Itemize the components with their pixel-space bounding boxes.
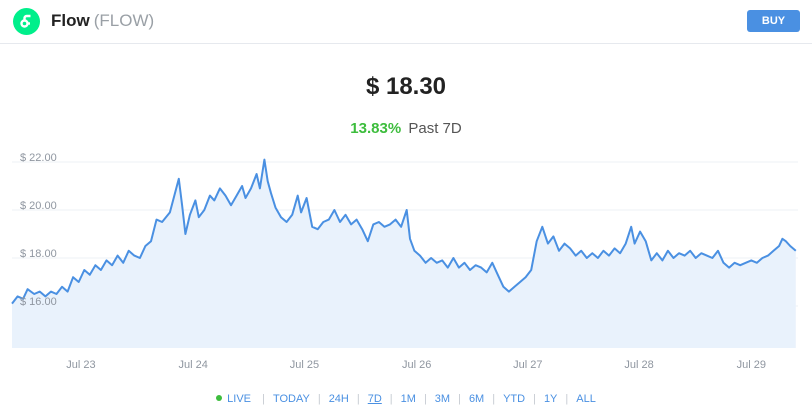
x-axis: Jul 23 Jul 24 Jul 25 Jul 26 Jul 27 Jul 28 Jul … [66,359,766,371]
range-separator: | [356,393,360,405]
range-separator: | [533,393,536,405]
change-period: Past 7D [408,120,462,137]
y-axis: $ 16.00 $ 18.00 $ 20.00 $ 22.00 [20,152,57,308]
coin-title: Flow (FLOW) [51,11,154,31]
range-all[interactable]: ALL [576,393,596,405]
x-tick-label: Jul 24 [179,359,208,371]
y-tick-label: $ 22.00 [20,152,57,164]
time-range-selector: LIVE | TODAY | 24H | 7D | 1M | 3M | 6M | YTD | 1Y | ALL [0,392,812,406]
range-live-label: LIVE [227,393,252,405]
range-1m[interactable]: 1M [400,393,416,405]
x-tick-label: Jul 29 [737,359,766,371]
x-tick-label: Jul 25 [290,359,319,371]
x-tick-label: Jul 23 [66,359,95,371]
price-area [12,159,796,348]
flow-logo-icon [13,8,40,35]
range-6m[interactable]: 6M [468,393,485,405]
x-tick-label: Jul 26 [402,359,431,371]
buy-button[interactable]: BUY [747,10,800,32]
x-tick-label: Jul 28 [624,359,653,371]
range-separator: | [389,393,393,405]
price-change: 13.83% Past 7D [0,120,812,137]
live-dot-icon [216,395,223,401]
range-3m[interactable]: 3M [434,393,451,405]
range-separator: | [458,393,461,405]
range-separator: | [423,393,427,405]
range-separator: | [317,393,321,405]
range-separator: | [262,393,265,405]
range-7d[interactable]: 7D [367,393,382,405]
x-tick-label: Jul 27 [513,359,542,371]
coin-name: Flow [51,11,90,30]
y-tick-label: $ 20.00 [20,200,57,212]
range-today[interactable]: TODAY [272,393,310,405]
y-tick-label: $ 16.00 [20,296,57,308]
price-chart[interactable]: $ 16.00$ 18.00$ 20.00$ 22.00 Jul 23 Jul 2… [0,150,812,380]
range-24h[interactable]: 24H [328,393,349,405]
range-separator: | [565,393,569,405]
change-percent: 13.83% [350,120,402,137]
range-live[interactable]: LIVE [208,392,259,406]
range-ytd[interactable]: YTD [503,393,526,405]
range-1y[interactable]: 1Y [543,393,558,405]
coin-symbol: (FLOW) [93,11,155,30]
y-tick-label: $ 18.00 [20,248,57,260]
range-separator: | [492,393,496,405]
coin-header: Flow (FLOW) BUY [0,0,812,44]
price-line [11,158,797,305]
current-price: $ 18.30 [365,73,447,100]
